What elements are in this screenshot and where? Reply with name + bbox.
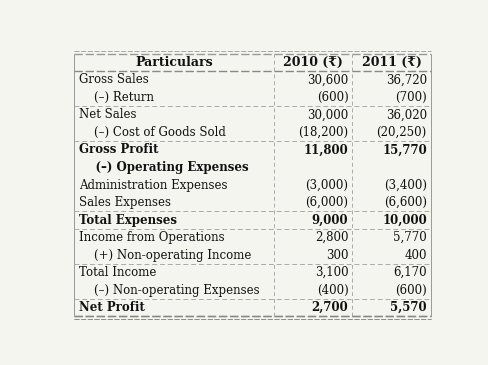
Text: Particulars: Particulars (135, 56, 212, 69)
Text: Total Expenses: Total Expenses (79, 214, 177, 227)
Text: (3,000): (3,000) (305, 178, 348, 192)
Text: 2011 (₹): 2011 (₹) (361, 56, 421, 69)
Text: (400): (400) (316, 284, 348, 297)
Text: 30,000: 30,000 (306, 108, 348, 122)
Text: 11,800: 11,800 (303, 143, 348, 157)
Text: (–) Non-operating Expenses: (–) Non-operating Expenses (79, 284, 259, 297)
Text: 9,000: 9,000 (311, 214, 348, 227)
Text: 400: 400 (404, 249, 426, 262)
Text: 2,700: 2,700 (311, 301, 348, 314)
Text: Sales Expenses: Sales Expenses (79, 196, 171, 209)
Text: 300: 300 (325, 249, 348, 262)
Text: Net Profit: Net Profit (79, 301, 144, 314)
Text: (–) Return: (–) Return (79, 91, 154, 104)
Text: 2,800: 2,800 (314, 231, 348, 244)
Text: Total Income: Total Income (79, 266, 156, 279)
Text: Administration Expenses: Administration Expenses (79, 178, 227, 192)
Text: 2010 (₹): 2010 (₹) (283, 56, 342, 69)
Text: Gross Sales: Gross Sales (79, 73, 148, 87)
Text: (3,400): (3,400) (383, 178, 426, 192)
Text: Gross Profit: Gross Profit (79, 143, 158, 157)
Text: 15,770: 15,770 (381, 143, 426, 157)
Text: (–) Cost of Goods Sold: (–) Cost of Goods Sold (79, 126, 225, 139)
Text: (20,250): (20,250) (376, 126, 426, 139)
Text: 36,020: 36,020 (385, 108, 426, 122)
Text: 36,720: 36,720 (385, 73, 426, 87)
Text: 3,100: 3,100 (314, 266, 348, 279)
Text: Income from Operations: Income from Operations (79, 231, 224, 244)
Text: 5,770: 5,770 (392, 231, 426, 244)
Text: 5,570: 5,570 (389, 301, 426, 314)
Text: (–) ​Operating Expenses: (–) ​Operating Expenses (79, 161, 248, 174)
Text: 30,600: 30,600 (306, 73, 348, 87)
Text: 10,000: 10,000 (381, 214, 426, 227)
Text: (600): (600) (316, 91, 348, 104)
Text: (+) Non-operating Income: (+) Non-operating Income (79, 249, 251, 262)
Text: 6,170: 6,170 (392, 266, 426, 279)
Text: (700): (700) (394, 91, 426, 104)
Text: (600): (600) (394, 284, 426, 297)
Text: Net Sales: Net Sales (79, 108, 136, 122)
Text: (6,000): (6,000) (305, 196, 348, 209)
Text: (6,600): (6,600) (383, 196, 426, 209)
Text: (18,200): (18,200) (298, 126, 348, 139)
